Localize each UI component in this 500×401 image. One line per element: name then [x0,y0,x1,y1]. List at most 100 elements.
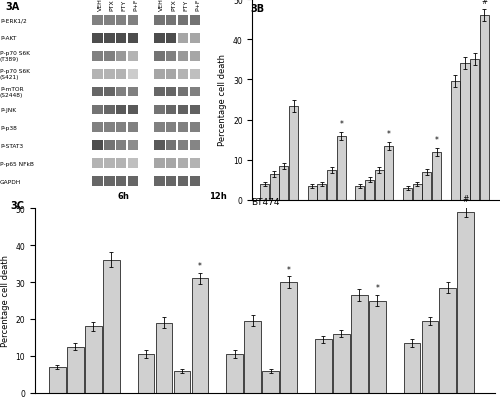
Bar [460,64,469,200]
FancyBboxPatch shape [116,87,126,97]
FancyBboxPatch shape [116,159,126,168]
FancyBboxPatch shape [92,34,102,44]
Bar [226,354,243,393]
FancyBboxPatch shape [178,52,188,61]
Bar [404,343,420,393]
Text: P+F: P+F [133,0,138,11]
FancyBboxPatch shape [178,87,188,97]
FancyBboxPatch shape [178,34,188,44]
FancyBboxPatch shape [190,141,200,151]
Text: *: * [286,265,290,274]
FancyBboxPatch shape [92,70,102,79]
Bar [85,326,102,393]
FancyBboxPatch shape [116,34,126,44]
FancyBboxPatch shape [166,52,176,61]
FancyBboxPatch shape [116,52,126,61]
Text: P-STAT3: P-STAT3 [0,144,23,148]
Text: P-p38: P-p38 [0,126,17,130]
Bar [138,354,154,393]
Text: CMV: CMV [272,241,286,245]
Bar [103,260,120,393]
Bar [67,347,84,393]
Bar [336,136,345,200]
Text: VEH: VEH [98,0,102,11]
FancyBboxPatch shape [166,123,176,133]
FancyBboxPatch shape [128,141,138,151]
FancyBboxPatch shape [116,70,126,79]
FancyBboxPatch shape [154,159,164,168]
FancyBboxPatch shape [178,70,188,79]
FancyBboxPatch shape [128,16,138,26]
Bar [480,16,489,200]
FancyBboxPatch shape [166,177,176,186]
FancyBboxPatch shape [190,87,200,97]
FancyBboxPatch shape [166,87,176,97]
Text: 3C: 3C [10,200,24,211]
Text: P-ERK1/2: P-ERK1/2 [0,18,27,23]
Bar [333,334,349,393]
Bar [260,184,269,200]
FancyBboxPatch shape [128,34,138,44]
FancyBboxPatch shape [154,16,164,26]
FancyBboxPatch shape [104,105,115,115]
FancyBboxPatch shape [92,141,102,151]
FancyBboxPatch shape [190,159,200,168]
FancyBboxPatch shape [92,105,102,115]
Bar [289,106,298,200]
FancyBboxPatch shape [128,159,138,168]
Bar [174,371,190,393]
FancyBboxPatch shape [104,70,115,79]
FancyBboxPatch shape [190,34,200,44]
FancyBboxPatch shape [166,34,176,44]
FancyBboxPatch shape [92,87,102,97]
Text: FTY: FTY [122,0,126,11]
Bar [49,367,66,393]
Bar [440,288,456,393]
Y-axis label: Percentage cell death: Percentage cell death [1,255,10,346]
Text: 3A: 3A [5,2,19,12]
Text: *: * [340,119,343,128]
Bar [327,170,336,200]
FancyBboxPatch shape [190,70,200,79]
Text: dnAKT: dnAKT [460,241,479,245]
Bar [356,186,364,200]
Text: #: # [462,195,469,204]
FancyBboxPatch shape [92,52,102,61]
Bar [451,82,460,200]
FancyBboxPatch shape [116,16,126,26]
FancyBboxPatch shape [104,52,115,61]
FancyBboxPatch shape [92,177,102,186]
Text: P-p70 S6K
(T389): P-p70 S6K (T389) [0,51,30,62]
FancyBboxPatch shape [166,16,176,26]
FancyBboxPatch shape [178,159,188,168]
FancyBboxPatch shape [190,123,200,133]
Y-axis label: Percentage cell death: Percentage cell death [218,55,228,146]
Bar [351,295,368,393]
FancyBboxPatch shape [190,177,200,186]
FancyBboxPatch shape [178,105,188,115]
Text: *: * [434,136,438,144]
Text: #: # [481,0,488,6]
Text: 3B: 3B [250,4,264,14]
Bar [308,186,317,200]
Text: VEH: VEH [160,0,164,11]
FancyBboxPatch shape [104,141,115,151]
FancyBboxPatch shape [104,34,115,44]
Bar [374,170,384,200]
Text: caAKT: caAKT [412,241,432,245]
FancyBboxPatch shape [154,141,164,151]
Text: P-p65 NFkB: P-p65 NFkB [0,161,34,166]
Bar [432,152,441,200]
Bar [384,146,394,200]
FancyBboxPatch shape [166,105,176,115]
FancyBboxPatch shape [154,52,164,61]
FancyBboxPatch shape [154,177,164,186]
Bar [422,321,438,393]
FancyBboxPatch shape [104,159,115,168]
FancyBboxPatch shape [190,16,200,26]
FancyBboxPatch shape [104,16,115,26]
FancyBboxPatch shape [166,159,176,168]
Text: FTY: FTY [183,0,188,11]
FancyBboxPatch shape [116,141,126,151]
FancyBboxPatch shape [178,177,188,186]
